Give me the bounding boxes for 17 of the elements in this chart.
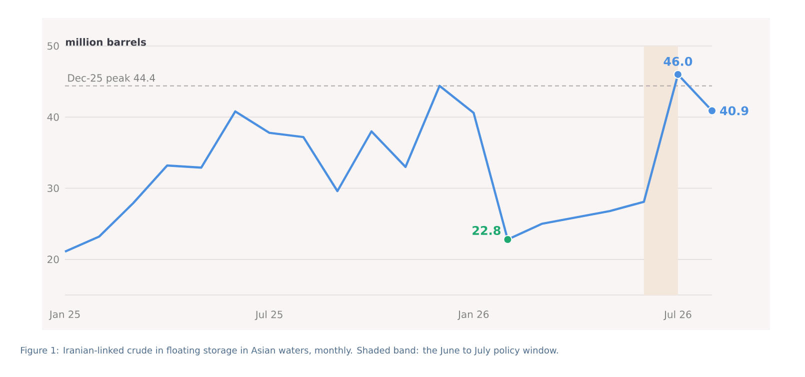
y-tick-label: 40 — [47, 113, 59, 121]
x-tick-label: Jan 25 — [48, 310, 80, 320]
data-label: 46.0 — [664, 56, 692, 66]
x-tick-label: Jan 26 — [458, 310, 489, 320]
data-label: 22.8 — [472, 226, 500, 235]
ref-line-label: Dec-25 peak 44.4 — [68, 74, 156, 84]
caption: Figure 1: Iranian-linked crude in floating storage in Asian waters, monthly. Shaded band: the June to July policy window. — [21, 346, 558, 356]
data-label: 40.9 — [720, 106, 748, 116]
point — [503, 235, 512, 244]
x-tick-label: Jul 25 — [254, 310, 282, 320]
point — [673, 70, 682, 79]
y-tick-label: 20 — [48, 256, 59, 264]
y-tick-label: 30 — [48, 184, 59, 192]
y-axis-title: million barrels — [66, 38, 146, 46]
x-tick-label: Jul 26 — [664, 310, 692, 320]
point — [708, 106, 717, 116]
y-tick-label: 50 — [48, 42, 59, 50]
